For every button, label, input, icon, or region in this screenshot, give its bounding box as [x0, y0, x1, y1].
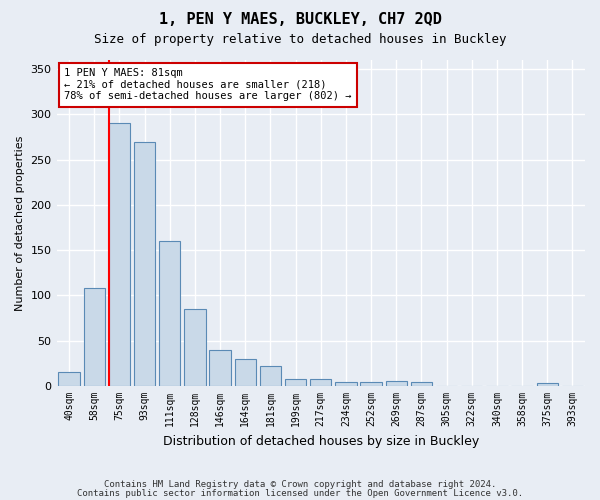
Bar [335, 382, 356, 386]
Bar [285, 379, 307, 386]
Text: Contains HM Land Registry data © Crown copyright and database right 2024.: Contains HM Land Registry data © Crown c… [104, 480, 496, 489]
Bar [386, 380, 407, 386]
Bar [58, 372, 80, 386]
X-axis label: Distribution of detached houses by size in Buckley: Distribution of detached houses by size … [163, 434, 479, 448]
Bar [109, 124, 130, 386]
Bar [83, 288, 105, 386]
Bar [536, 384, 558, 386]
Text: Contains public sector information licensed under the Open Government Licence v3: Contains public sector information licen… [77, 489, 523, 498]
Text: 1, PEN Y MAES, BUCKLEY, CH7 2QD: 1, PEN Y MAES, BUCKLEY, CH7 2QD [158, 12, 442, 28]
Text: 1 PEN Y MAES: 81sqm
← 21% of detached houses are smaller (218)
78% of semi-detac: 1 PEN Y MAES: 81sqm ← 21% of detached ho… [64, 68, 352, 102]
Bar [134, 142, 155, 386]
Bar [361, 382, 382, 386]
Bar [159, 241, 181, 386]
Bar [184, 309, 206, 386]
Bar [310, 379, 331, 386]
Text: Size of property relative to detached houses in Buckley: Size of property relative to detached ho… [94, 32, 506, 46]
Bar [235, 359, 256, 386]
Bar [411, 382, 432, 386]
Bar [209, 350, 231, 386]
Bar [260, 366, 281, 386]
Y-axis label: Number of detached properties: Number of detached properties [15, 136, 25, 310]
